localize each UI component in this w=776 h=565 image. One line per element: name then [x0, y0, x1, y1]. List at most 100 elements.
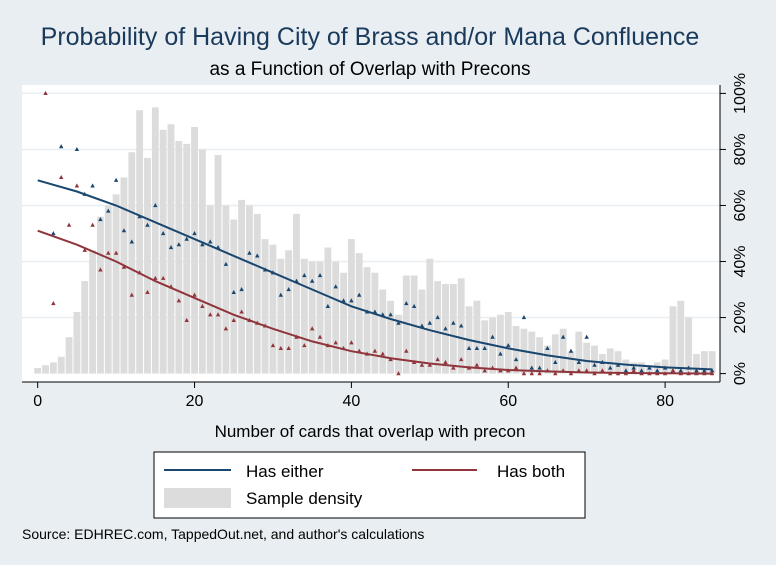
scatter-point	[388, 312, 393, 317]
density-bar	[73, 311, 81, 374]
density-bar	[449, 283, 457, 374]
scatter-point	[608, 371, 613, 376]
scatter-point	[239, 309, 244, 314]
scatter-point	[168, 245, 174, 250]
density-bar	[387, 300, 395, 374]
scatter-point	[451, 365, 456, 370]
density-bar	[34, 367, 42, 374]
scatter-point	[129, 239, 134, 244]
density-bar	[669, 306, 677, 374]
scatter-point	[364, 351, 370, 356]
scatter-point	[59, 144, 64, 149]
scatter-point	[255, 320, 260, 325]
scatter-point	[537, 365, 542, 370]
density-bar	[583, 342, 591, 374]
scatter-point	[286, 345, 291, 350]
scatter-point	[568, 371, 574, 376]
scatter-point	[404, 301, 409, 306]
scatter-point	[333, 284, 338, 289]
scatter-point	[302, 273, 307, 278]
scatter-point	[506, 368, 511, 373]
y-tick-label: 0%	[732, 362, 749, 385]
density-bar	[575, 331, 583, 374]
density-bar	[559, 328, 567, 374]
density-bar	[191, 127, 198, 374]
density-bar	[402, 275, 410, 374]
legend: Has either Has both Sample density	[153, 451, 586, 519]
density-bar	[685, 317, 693, 374]
scatter-point	[51, 231, 56, 236]
density-bar	[504, 311, 512, 374]
scatter-point	[137, 270, 142, 275]
scatter-point	[223, 261, 229, 266]
density-bar	[175, 141, 183, 374]
scatter-point	[286, 287, 291, 292]
scatter-point	[568, 348, 574, 353]
scatter-point	[513, 365, 519, 370]
density-bar	[536, 337, 544, 374]
density-bar	[151, 107, 159, 374]
scatter-point	[262, 323, 268, 328]
scatter-point	[317, 273, 323, 278]
scatter-point	[357, 348, 362, 353]
scatter-point	[66, 222, 72, 227]
scatter-point	[113, 177, 119, 182]
scatter-point	[702, 368, 707, 373]
scatter-point	[466, 345, 472, 350]
scatter-point	[498, 351, 503, 356]
scatter-point	[325, 303, 331, 308]
legend-box	[153, 451, 586, 519]
density-bar	[340, 272, 347, 374]
density-bar	[128, 152, 136, 374]
legend-label-both: Has both	[497, 462, 565, 481]
density-bar	[614, 351, 622, 374]
density-bar	[159, 129, 167, 374]
fitted-lines	[37, 179, 713, 375]
density-bar	[49, 362, 57, 374]
scatter-point	[490, 365, 495, 370]
density-bar	[638, 362, 645, 374]
density-bar	[379, 289, 387, 374]
scatter-point	[553, 371, 558, 376]
scatter-point	[309, 326, 315, 331]
scatter-point	[639, 371, 644, 376]
scatter-point	[709, 368, 715, 373]
scatter-point	[278, 345, 284, 350]
scatter-point	[655, 368, 660, 373]
density-bar	[222, 205, 230, 374]
scatter-point	[239, 287, 244, 292]
scatter-point	[145, 222, 150, 227]
scatter-point	[90, 183, 95, 188]
scatter-point	[662, 365, 668, 370]
scatter-point	[615, 371, 621, 376]
scatter-point	[388, 357, 393, 362]
density-bar	[551, 334, 559, 374]
density-bar	[544, 345, 551, 374]
density-bar	[120, 177, 128, 374]
scatter-point	[513, 357, 519, 362]
scatter-point	[380, 312, 385, 317]
scatter-point	[341, 298, 346, 303]
density-bar	[426, 258, 434, 374]
scatter-point	[529, 365, 534, 370]
scatter-point	[262, 267, 268, 272]
density-bar	[261, 239, 269, 374]
y-tick-label: 20%	[732, 302, 749, 334]
scatter-point	[545, 368, 550, 373]
y-ticks: 0% 20% 40% 60% 80% 100%	[720, 73, 749, 385]
density-bar	[230, 219, 238, 374]
legend-label-either: Has either	[246, 462, 324, 481]
scatter-point	[184, 317, 189, 322]
scatter-point	[686, 371, 691, 376]
density-bar	[622, 359, 630, 374]
density-bar	[591, 345, 598, 374]
scatter-point	[482, 368, 487, 373]
scatter-point	[106, 208, 111, 213]
scatter-point	[176, 242, 182, 247]
density-bar	[332, 261, 340, 374]
density-bar	[81, 281, 89, 374]
scatter-point	[686, 365, 691, 370]
scatter-point	[592, 371, 597, 376]
scatter-point	[427, 320, 433, 325]
